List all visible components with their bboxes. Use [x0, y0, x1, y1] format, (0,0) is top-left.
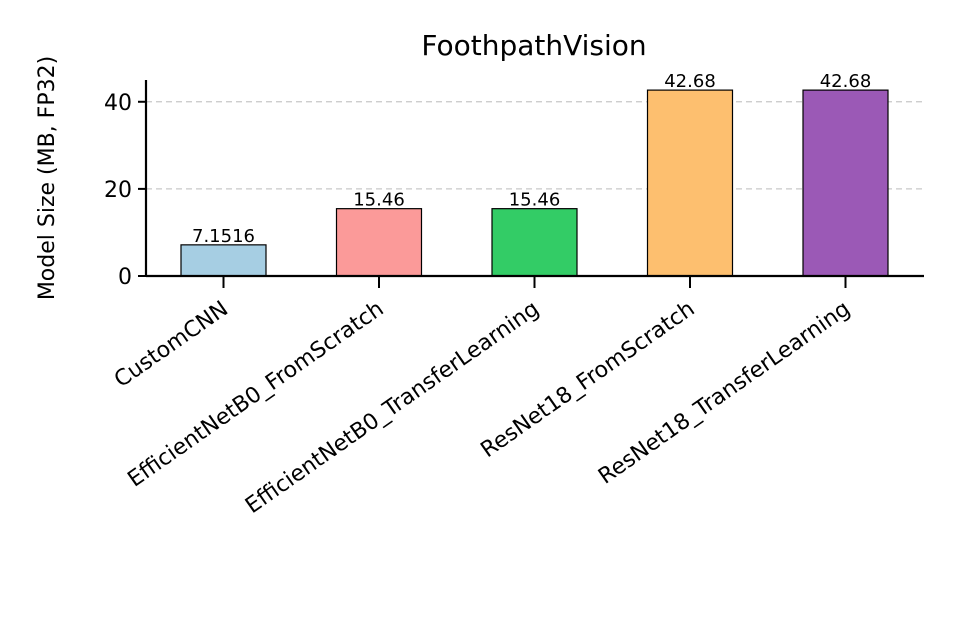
data-label: 7.1516	[192, 226, 255, 247]
x-tick-label: EfficientNetB0_TransferLearning	[241, 296, 544, 518]
chart-title: FoothpathVision	[421, 29, 646, 62]
bar	[802, 89, 889, 277]
data-labels: 7.1516 15.46 15.46 42.68 42.68	[192, 71, 871, 247]
data-label: 42.68	[820, 71, 872, 92]
y-ticks: 0 20 40	[104, 91, 146, 290]
y-tick-label: 40	[104, 91, 132, 116]
data-label: 42.68	[664, 71, 716, 92]
x-tick-label: CustomCNN	[110, 296, 233, 393]
bar	[335, 208, 423, 277]
y-axis-label: Model Size (MB, FP32)	[35, 56, 60, 300]
data-label: 15.46	[353, 190, 405, 211]
x-ticks: CustomCNNEfficientNetB0_FromScratchEffic…	[110, 276, 855, 519]
y-tick-label: 20	[104, 178, 132, 203]
bar	[491, 208, 578, 277]
bars	[180, 89, 889, 277]
y-tick-label: 0	[118, 265, 132, 290]
x-tick-label: ResNet18_TransferLearning	[594, 296, 855, 489]
x-tick-label: EfficientNetB0_FromScratch	[123, 296, 388, 492]
bar	[646, 89, 734, 277]
bar	[180, 244, 267, 277]
data-label: 15.46	[509, 190, 561, 211]
